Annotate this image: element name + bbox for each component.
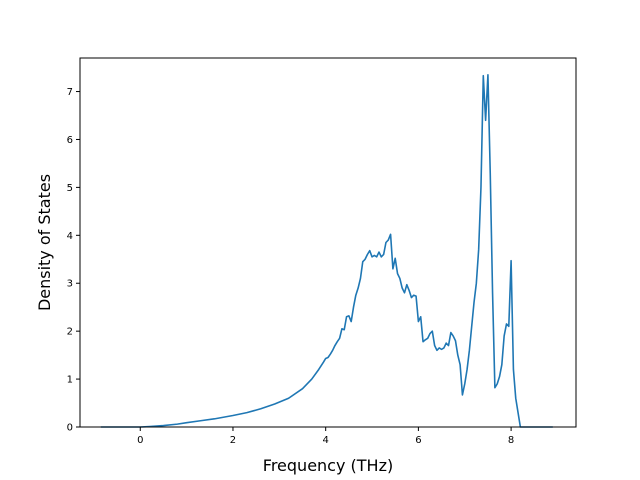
y-tick-label: 3 xyxy=(67,279,73,290)
x-axis-ticks: 0 2 4 6 8 xyxy=(137,427,514,446)
x-tick-label: 2 xyxy=(230,435,236,446)
y-tick-label: 5 xyxy=(67,183,73,194)
y-tick-label: 0 xyxy=(67,423,73,434)
y-tick-label: 4 xyxy=(67,231,73,242)
dos-series-line-0 xyxy=(100,73,553,428)
x-tick-label: 0 xyxy=(137,435,143,446)
x-tick-label: 4 xyxy=(322,435,328,446)
x-axis-label: Frequency (THz) xyxy=(263,456,393,475)
y-axis-ticks: 0 1 2 3 4 5 6 7 xyxy=(67,87,80,434)
y-tick-label: 2 xyxy=(67,327,73,338)
y-tick-label: 7 xyxy=(67,87,73,98)
y-tick-label: 6 xyxy=(67,135,73,146)
x-tick-label: 8 xyxy=(508,435,514,446)
axes-frame xyxy=(79,57,577,428)
x-tick-label: 6 xyxy=(415,435,421,446)
y-tick-label: 1 xyxy=(67,375,73,386)
plot-area xyxy=(100,73,553,428)
y-axis-label: Density of States xyxy=(35,174,54,311)
